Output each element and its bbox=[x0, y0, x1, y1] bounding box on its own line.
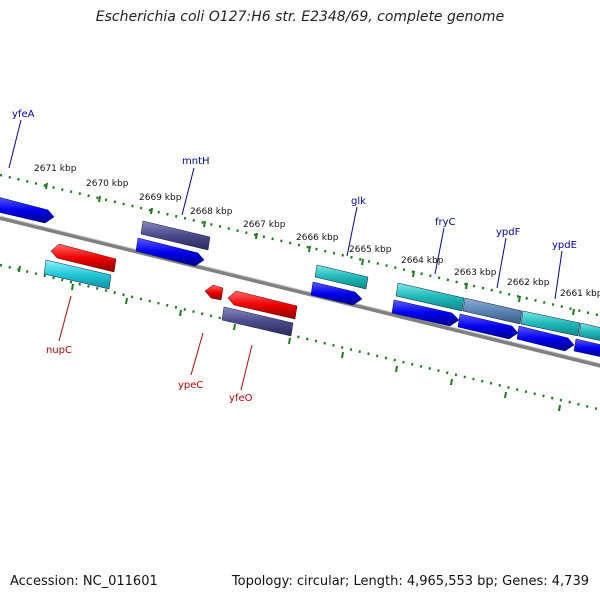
gene-label-ypdE: ypdE bbox=[552, 240, 577, 251]
tick-labels: 2671 kbp 2670 kbp 2669 kbp 2668 kbp 2667… bbox=[34, 164, 600, 299]
cog-band bbox=[43, 259, 112, 290]
tick-label: 2665 kbp bbox=[349, 245, 392, 255]
cds-arrow bbox=[310, 281, 363, 306]
tick-label: 2671 kbp bbox=[34, 164, 77, 174]
gene-label-glk: glk bbox=[351, 196, 366, 207]
cds-arrow bbox=[227, 290, 298, 320]
forward-cog-track bbox=[140, 220, 600, 341]
cds-arrow bbox=[516, 325, 575, 352]
cds-arrow bbox=[391, 299, 460, 327]
forward-cds-track bbox=[0, 197, 600, 357]
cog-band bbox=[462, 297, 523, 325]
cog-band bbox=[578, 322, 600, 341]
gene-label-yfeO: yfeO bbox=[229, 393, 253, 404]
reverse-cog-track bbox=[43, 259, 294, 337]
inner-major-ticks bbox=[18, 265, 561, 412]
accession-text: Accession: NC_011601 bbox=[10, 574, 158, 589]
cds-arrow bbox=[457, 313, 519, 340]
gene-label-ypeC: ypeC bbox=[178, 380, 203, 391]
tick-label: 2666 kbp bbox=[296, 233, 339, 243]
bottom-gene-labels: nupC ypeC yfeO bbox=[46, 345, 253, 404]
cds-arrow bbox=[573, 338, 600, 357]
cds-arrow bbox=[135, 237, 205, 267]
cog-band bbox=[140, 220, 211, 251]
cds-arrow bbox=[50, 243, 117, 273]
bottom-leader-lines bbox=[58, 295, 253, 391]
cog-band bbox=[314, 264, 369, 290]
top-leader-lines bbox=[8, 119, 563, 300]
cog-band bbox=[221, 306, 294, 337]
cog-band bbox=[520, 310, 581, 337]
gene-label-yfeA: yfeA bbox=[12, 109, 35, 120]
tick-label: 2670 kbp bbox=[86, 179, 129, 189]
tick-label: 2668 kbp bbox=[190, 207, 233, 217]
gene-label-mntH: mntH bbox=[182, 156, 210, 167]
tick-label: 2664 kbp bbox=[401, 256, 444, 266]
map-title: Escherichia coli O127:H6 str. E2348/69, … bbox=[95, 9, 505, 25]
outer-ruler bbox=[0, 173, 600, 317]
reverse-cds-track bbox=[50, 243, 298, 320]
tick-label: 2661 kbp bbox=[560, 289, 600, 299]
cog-band bbox=[395, 282, 465, 312]
cds-arrow bbox=[204, 284, 224, 301]
genome-summary-text: Topology: circular; Length: 4,965,553 bp… bbox=[231, 574, 589, 589]
cds-arrow bbox=[0, 197, 55, 224]
genome-backbone bbox=[0, 216, 600, 368]
tick-label: 2669 kbp bbox=[139, 193, 182, 203]
tick-label: 2662 kbp bbox=[507, 278, 550, 288]
outer-major-ticks bbox=[45, 182, 575, 316]
gene-label-nupC: nupC bbox=[46, 345, 72, 356]
top-gene-labels: yfeA mntH glk fryC ypdF ypdE bbox=[12, 109, 577, 251]
gene-label-fryC: fryC bbox=[435, 217, 456, 228]
tick-label: 2663 kbp bbox=[454, 268, 497, 278]
tick-label: 2667 kbp bbox=[243, 220, 286, 230]
gene-label-ypdF: ypdF bbox=[496, 227, 521, 238]
